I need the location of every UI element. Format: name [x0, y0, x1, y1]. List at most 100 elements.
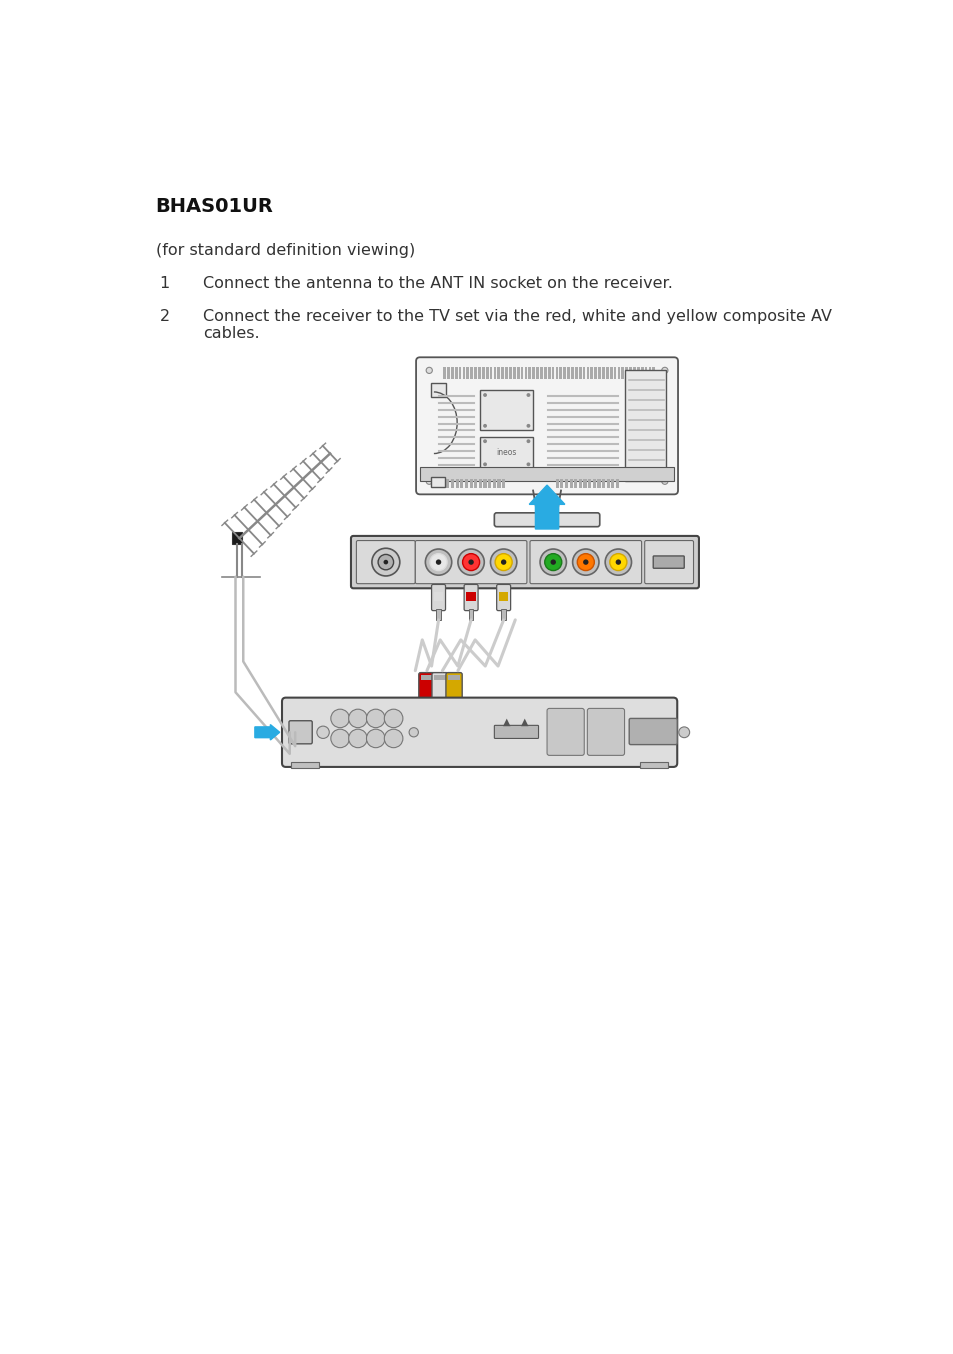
Circle shape [482, 463, 486, 466]
Bar [497, 367, 499, 379]
Bar [485, 367, 488, 379]
Circle shape [577, 554, 594, 570]
Circle shape [316, 726, 329, 738]
Bar [501, 479, 505, 489]
Bar [609, 367, 612, 379]
Bar [500, 367, 503, 379]
Text: Connect the receiver to the TV set via the red, white and yellow composite AV: Connect the receiver to the TV set via t… [203, 309, 831, 324]
Bar [441, 479, 444, 489]
FancyBboxPatch shape [587, 708, 624, 756]
Bar [480, 436, 533, 468]
Circle shape [615, 559, 620, 565]
FancyBboxPatch shape [530, 540, 641, 584]
Bar [532, 367, 535, 379]
Circle shape [482, 424, 486, 428]
Circle shape [661, 367, 667, 374]
Bar [555, 479, 558, 489]
Bar [594, 367, 597, 379]
FancyBboxPatch shape [644, 540, 693, 584]
Bar [587, 479, 591, 489]
Bar [611, 479, 614, 489]
FancyBboxPatch shape [494, 726, 537, 738]
Bar [456, 479, 458, 489]
Circle shape [426, 478, 432, 485]
Bar [455, 367, 457, 379]
Bar [459, 479, 463, 489]
Text: 2: 2 [159, 309, 170, 324]
FancyArrow shape [529, 485, 564, 529]
Bar [578, 479, 581, 489]
Bar [629, 367, 631, 379]
Bar [452, 701, 456, 709]
FancyBboxPatch shape [464, 585, 477, 611]
Bar [477, 367, 480, 379]
Bar [470, 367, 473, 379]
Circle shape [526, 439, 530, 443]
Bar [431, 383, 446, 397]
Bar [493, 367, 496, 379]
Bar [555, 367, 558, 379]
Bar [462, 367, 465, 379]
Circle shape [679, 727, 689, 738]
Bar [493, 479, 496, 489]
Circle shape [482, 393, 486, 397]
Circle shape [468, 559, 474, 565]
Text: BHAS01UR: BHAS01UR [155, 198, 274, 217]
Bar [558, 367, 561, 379]
Bar [489, 367, 492, 379]
Bar [483, 479, 486, 489]
Bar [451, 367, 454, 379]
Bar [425, 701, 429, 709]
Circle shape [409, 727, 418, 737]
Circle shape [609, 554, 626, 570]
Circle shape [384, 730, 402, 747]
Circle shape [384, 709, 402, 727]
Bar [420, 674, 433, 680]
Text: 1: 1 [159, 276, 170, 291]
Circle shape [425, 548, 452, 575]
Circle shape [348, 730, 367, 747]
Bar [291, 762, 319, 769]
Bar [640, 367, 643, 379]
Bar [434, 674, 446, 680]
Circle shape [436, 559, 441, 565]
Circle shape [331, 730, 349, 747]
Circle shape [526, 393, 530, 397]
FancyBboxPatch shape [351, 536, 699, 588]
Circle shape [331, 709, 349, 727]
Bar [488, 479, 491, 489]
Bar [639, 762, 667, 769]
Bar [606, 479, 609, 489]
Circle shape [582, 559, 588, 565]
Circle shape [482, 439, 486, 443]
Circle shape [366, 709, 385, 727]
Bar [567, 367, 569, 379]
Bar [474, 479, 476, 489]
FancyBboxPatch shape [445, 673, 461, 704]
Bar [232, 532, 242, 544]
Bar [520, 367, 523, 379]
Circle shape [383, 559, 388, 565]
FancyBboxPatch shape [497, 585, 510, 611]
Bar [451, 479, 454, 489]
Circle shape [526, 424, 530, 428]
Bar [597, 479, 599, 489]
Bar [624, 367, 627, 379]
Bar [562, 367, 565, 379]
Bar [569, 479, 572, 489]
Text: Connect the antenna to the ANT IN socket on the receiver.: Connect the antenna to the ANT IN socket… [203, 276, 672, 291]
Bar [633, 367, 635, 379]
Circle shape [457, 548, 484, 575]
Bar [480, 390, 533, 431]
Bar [466, 592, 476, 601]
FancyBboxPatch shape [415, 540, 526, 584]
FancyBboxPatch shape [356, 540, 415, 584]
FancyBboxPatch shape [546, 708, 583, 756]
Bar [419, 467, 674, 481]
Text: ineos: ineos [497, 448, 517, 458]
Bar [644, 367, 647, 379]
Bar [601, 479, 604, 489]
Bar [528, 367, 531, 379]
Bar [536, 367, 538, 379]
FancyBboxPatch shape [431, 585, 445, 611]
